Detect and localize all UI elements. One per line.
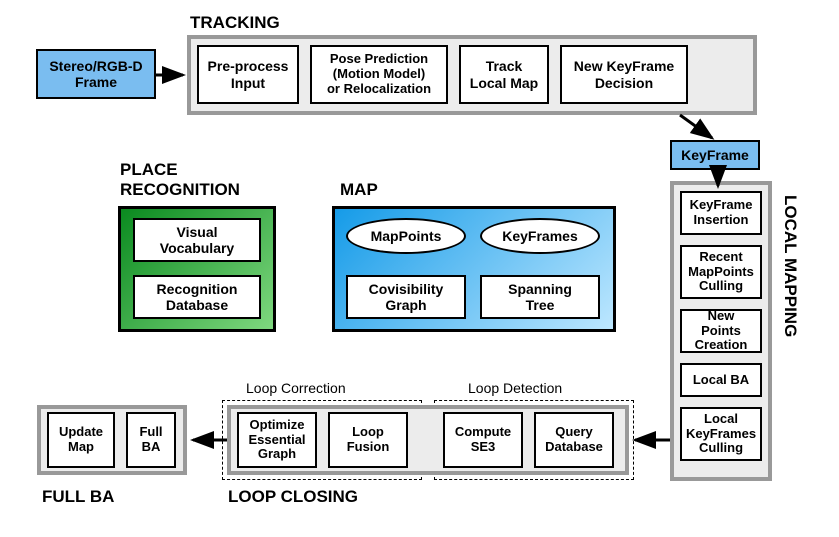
track-local-map-node: TrackLocal Map <box>459 45 549 104</box>
map-title: MAP <box>340 180 378 200</box>
preprocess-node: Pre-processInput <box>197 45 299 104</box>
spanning-tree-node: SpanningTree <box>480 275 600 319</box>
loop-detection-label: Loop Detection <box>468 380 562 396</box>
recent-culling-node: RecentMapPointsCulling <box>680 245 762 299</box>
full-ba-node: FullBA <box>126 412 176 468</box>
keyframes-node: KeyFrames <box>480 218 600 254</box>
loop-closing-title: LOOP CLOSING <box>228 487 358 507</box>
tracking-title: TRACKING <box>190 13 280 33</box>
mappoints-node: MapPoints <box>346 218 466 254</box>
loop-correction-label: Loop Correction <box>246 380 346 396</box>
visual-vocabulary-node: VisualVocabulary <box>133 218 261 262</box>
local-ba-node: Local BA <box>680 363 762 397</box>
recognition-database-node: RecognitionDatabase <box>133 275 261 319</box>
loop-fusion-node: LoopFusion <box>328 412 408 468</box>
keyframe-node: KeyFrame <box>670 140 760 170</box>
update-map-node: UpdateMap <box>47 412 115 468</box>
kf-culling-node: LocalKeyFramesCulling <box>680 407 762 461</box>
place-recognition-title: PLACERECOGNITION <box>120 160 240 200</box>
full-ba-title: FULL BA <box>42 487 114 507</box>
kf-insertion-node: KeyFrameInsertion <box>680 191 762 235</box>
input-frame-node: Stereo/RGB-DFrame <box>36 49 156 99</box>
compute-se3-node: ComputeSE3 <box>443 412 523 468</box>
new-points-node: New PointsCreation <box>680 309 762 353</box>
pose-node: Pose Prediction(Motion Model)or Relocali… <box>310 45 448 104</box>
optimize-graph-node: OptimizeEssentialGraph <box>237 412 317 468</box>
covisibility-node: CovisibilityGraph <box>346 275 466 319</box>
local-mapping-title: LOCAL MAPPING <box>780 195 800 337</box>
query-database-node: QueryDatabase <box>534 412 614 468</box>
keyframe-decision-node: New KeyFrameDecision <box>560 45 688 104</box>
